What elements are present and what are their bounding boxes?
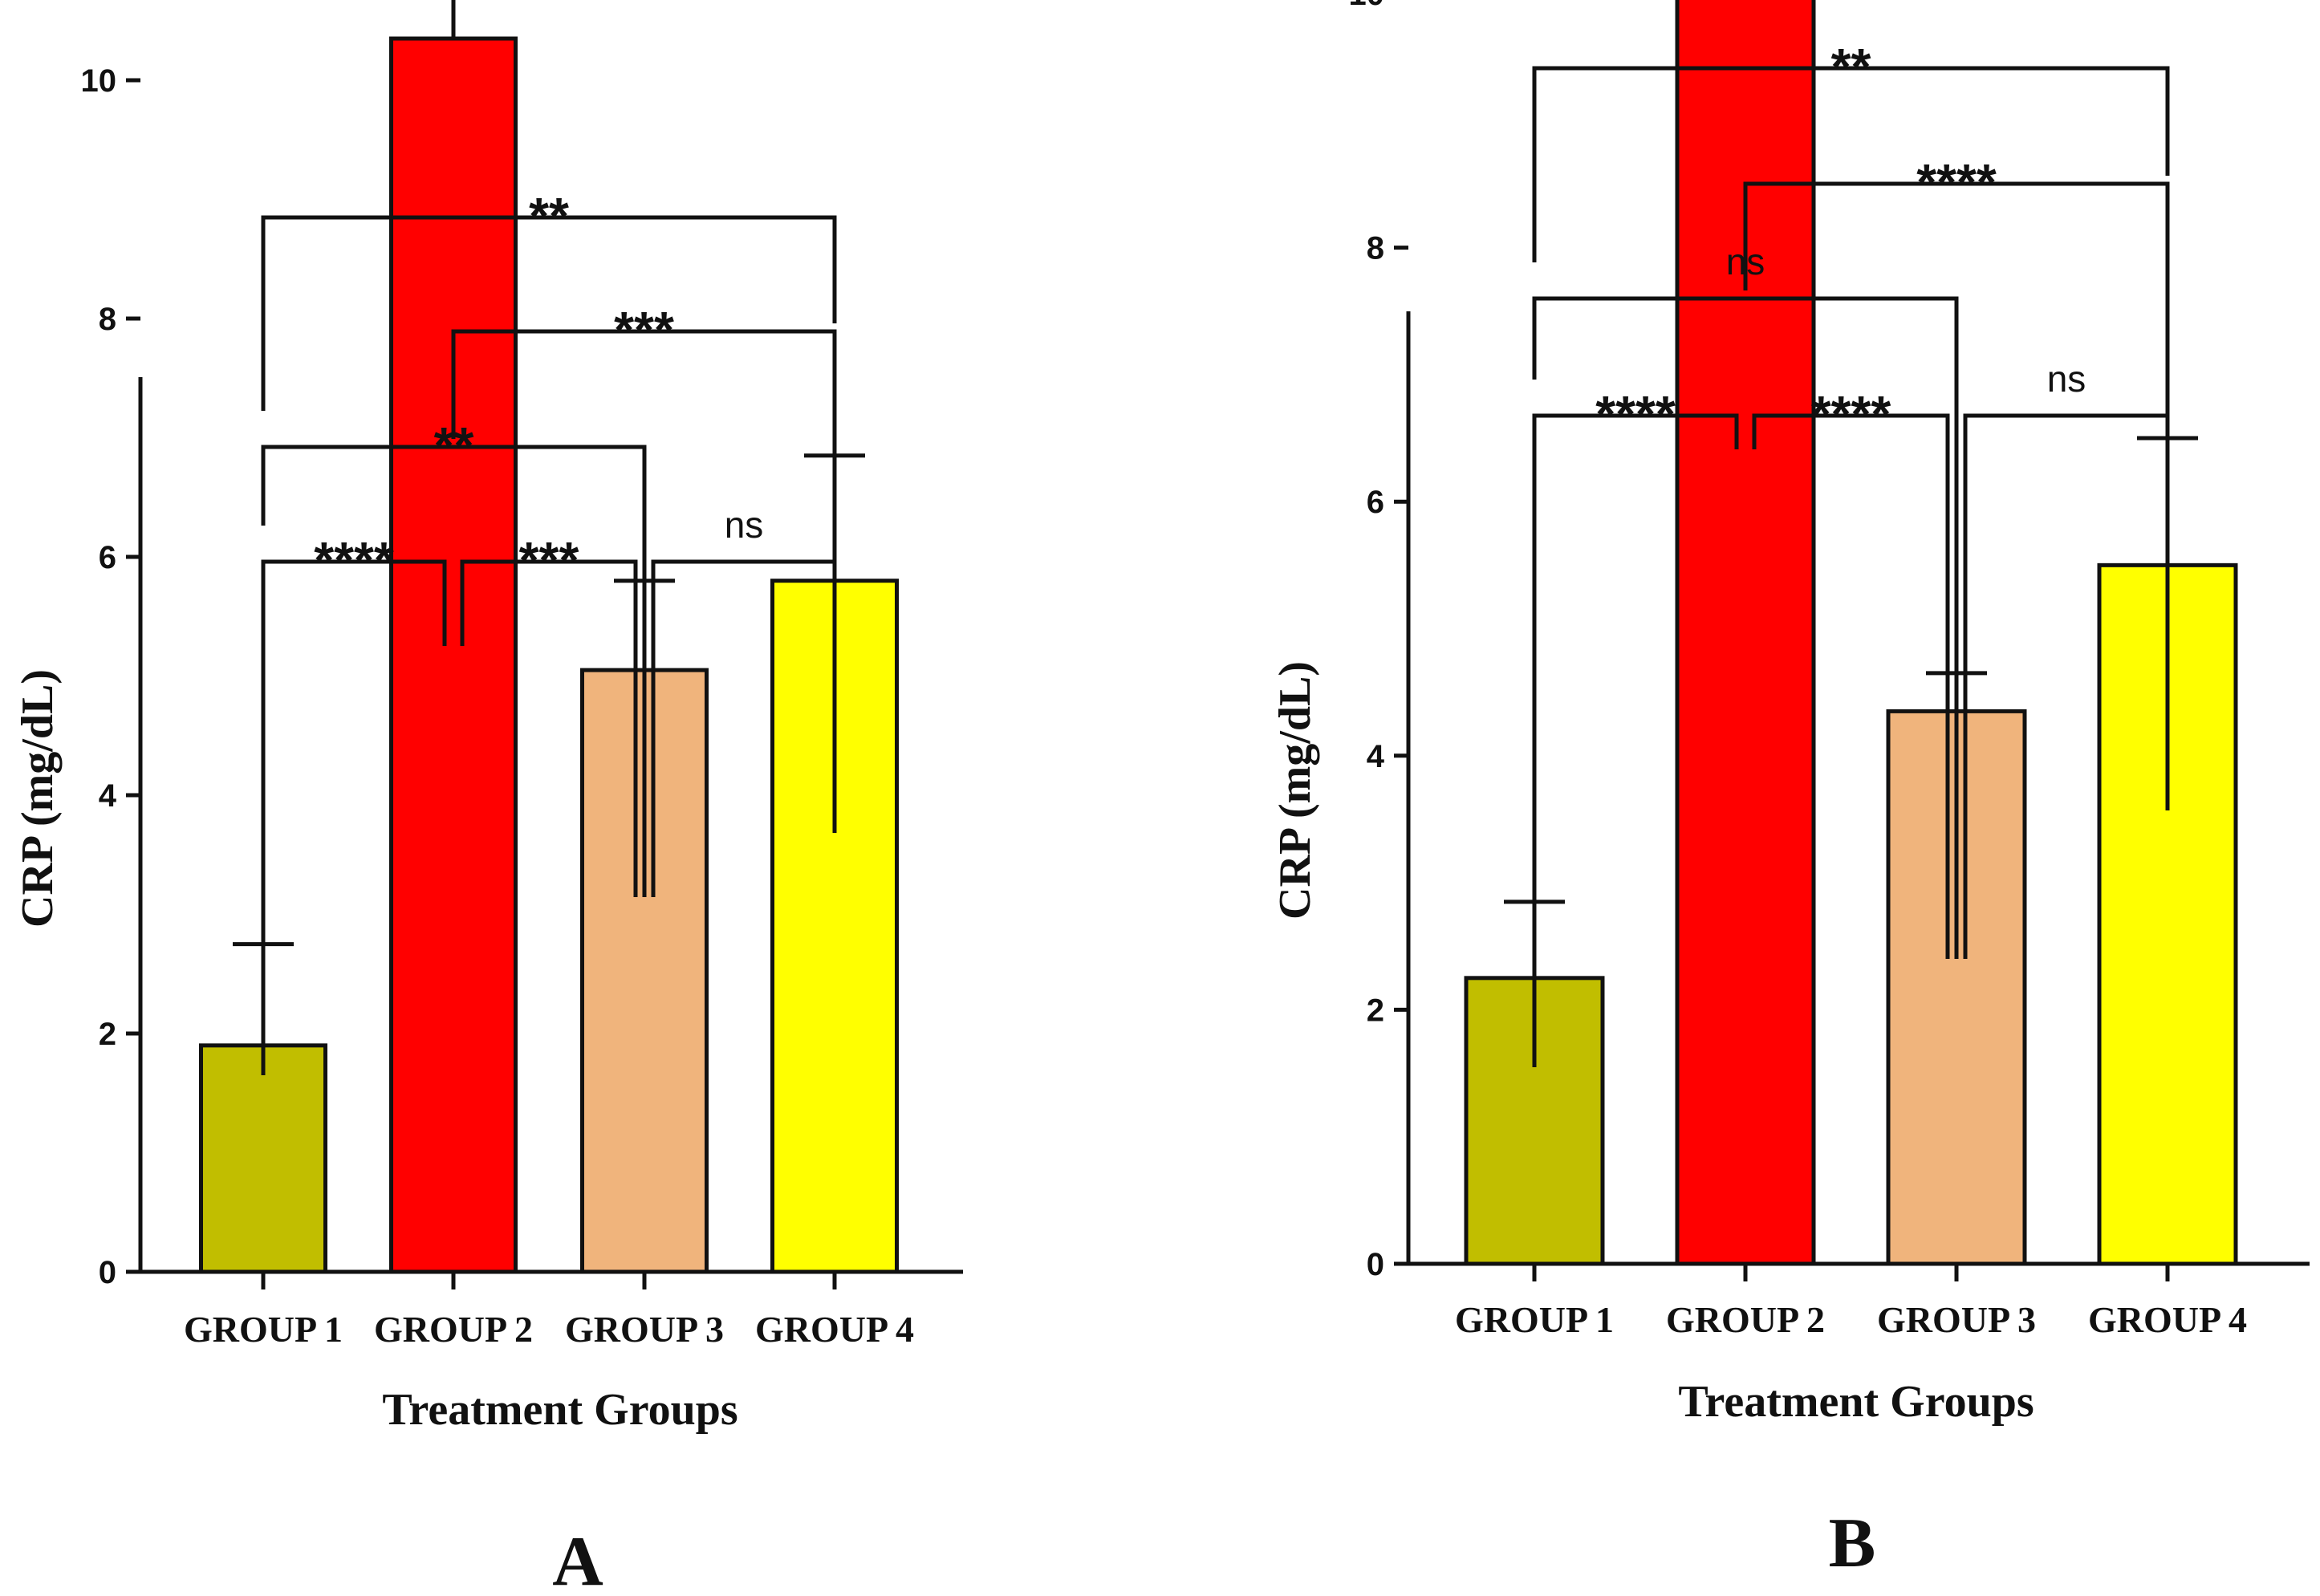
- significance-label: ***: [519, 531, 579, 589]
- x-axis-title: Treatment Groups: [382, 1385, 737, 1435]
- significance-label: ****: [1595, 385, 1676, 443]
- x-tick-label: GROUP 2: [1666, 1299, 1825, 1340]
- significance-label: ****: [314, 531, 394, 589]
- y-tick-label: 2: [1367, 993, 1384, 1028]
- y-axis-title: CRP (mg/dL): [13, 669, 63, 928]
- significance-label: ***: [614, 301, 674, 359]
- x-tick-label: GROUP 4: [2088, 1299, 2247, 1340]
- bar: [389, 36, 518, 1274]
- significance-label: ns: [2047, 358, 2086, 400]
- y-tick-label: 0: [1367, 1247, 1384, 1282]
- significance-label: ns: [725, 504, 764, 546]
- y-tick-label: 8: [99, 302, 116, 337]
- significance-bracket: [451, 329, 837, 833]
- significance-bracket: [1752, 413, 1950, 959]
- significance-bracket: [1532, 296, 1959, 959]
- x-tick-label: GROUP 3: [1877, 1299, 2036, 1340]
- x-tick-label: GROUP 1: [1455, 1299, 1614, 1340]
- significance-bracket: [1532, 413, 1739, 1067]
- x-tick-label: GROUP 1: [184, 1309, 343, 1350]
- y-tick-label: 0: [99, 1255, 116, 1290]
- y-tick-label: 6: [99, 540, 116, 575]
- significance-label: ****: [1811, 385, 1891, 443]
- significance-bracket: [261, 445, 647, 897]
- significance-bracket: [261, 559, 447, 1075]
- panel-label: B: [1829, 1505, 1876, 1582]
- panel-label: A: [552, 1523, 603, 1596]
- significance-bracket: [1743, 181, 2170, 810]
- bar: [199, 1043, 327, 1274]
- y-tick-label: 10: [81, 63, 117, 99]
- x-tick-label: GROUP 4: [755, 1309, 914, 1350]
- x-tick-label: GROUP 3: [565, 1309, 724, 1350]
- significance-label: **: [1831, 38, 1871, 95]
- y-tick-label: 8: [1367, 231, 1384, 266]
- y-tick-label: 6: [1367, 485, 1384, 520]
- significance-label: **: [529, 187, 569, 245]
- significance-bracket: [460, 559, 638, 897]
- y-tick-label: 2: [99, 1017, 116, 1052]
- significance-label: ****: [1916, 153, 1997, 211]
- significance-bracket: [1532, 66, 2170, 262]
- significance-bracket: [261, 215, 837, 411]
- x-tick-label: GROUP 2: [374, 1309, 533, 1350]
- x-axis-title: Treatment Groups: [1678, 1377, 2034, 1427]
- y-tick-label: 10: [1349, 0, 1385, 12]
- y-tick-label: 4: [99, 778, 117, 814]
- y-axis-title: CRP (mg/dL): [1270, 661, 1320, 920]
- y-tick-label: 4: [1367, 739, 1385, 774]
